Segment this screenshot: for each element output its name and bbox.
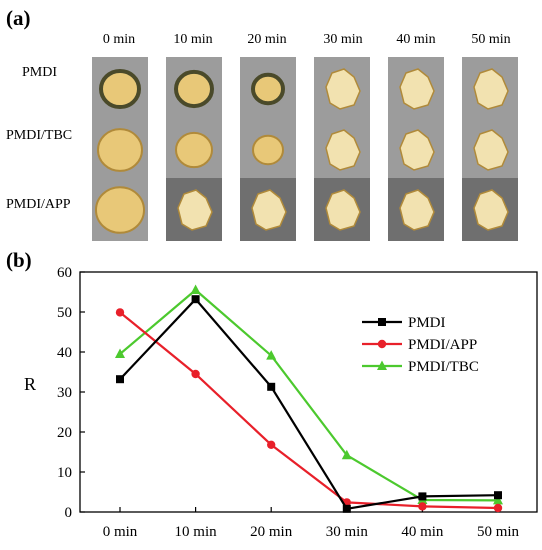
column-header-50: 50 min: [471, 32, 511, 47]
data-point: [115, 308, 125, 317]
column-header-10: 10 min: [173, 32, 213, 47]
data-point: [418, 492, 427, 501]
column-header-20: 20 min: [247, 32, 287, 47]
sample-photo: [166, 57, 222, 120]
sample-photo: [240, 178, 296, 241]
sample-photo: [314, 118, 370, 181]
x-tick-label: 0 min: [103, 524, 138, 540]
chart-legend: PMDI PMDI/APP PMDI/TBC: [362, 315, 479, 375]
y-tick-label: 50: [57, 305, 72, 321]
x-tick-label: 10 min: [175, 524, 218, 540]
row-header-pmdi-tbc: PMDI/TBC: [6, 128, 73, 143]
sample-photo: [388, 118, 444, 181]
series-line: [119, 288, 499, 502]
legend-marker: [378, 318, 386, 326]
data-point: [190, 284, 201, 294]
data-point: [116, 375, 124, 384]
x-tick-label: 40 min: [401, 524, 444, 540]
x-tick-label: 30 min: [326, 524, 369, 540]
data-point: [266, 350, 277, 360]
series-line: [119, 311, 499, 510]
data-point: [342, 504, 351, 513]
legend-label: PMDI/TBC: [408, 359, 479, 375]
column-header-40: 40 min: [396, 32, 436, 47]
row-header-pmdi-app: PMDI/APP: [6, 197, 71, 212]
y-tick-label: 10: [57, 465, 72, 481]
sample-photo: [388, 57, 444, 120]
panel-b-label: (b): [6, 248, 32, 272]
legend-label: PMDI/APP: [408, 337, 477, 353]
panel-a-label: (a): [6, 6, 31, 30]
sample-photo: [314, 178, 370, 241]
y-tick-label: 0: [65, 505, 73, 521]
sample-photo: [462, 178, 518, 241]
y-tick-label: 20: [57, 425, 72, 441]
plot-frame: [79, 271, 538, 513]
legend-marker: [377, 339, 387, 349]
y-tick-label: 40: [57, 345, 72, 361]
sample-photo: [388, 178, 444, 241]
sample-photo: [92, 57, 148, 120]
data-point: [267, 382, 276, 391]
legend-marker: [377, 360, 387, 370]
sample-photo: [314, 57, 370, 120]
data-point: [191, 369, 200, 379]
data-point: [341, 449, 352, 460]
sample-photo: [240, 57, 296, 120]
data-point: [493, 494, 503, 505]
data-point: [418, 502, 427, 511]
x-tick-label: 50 min: [477, 524, 520, 540]
y-axis-label: R: [24, 374, 36, 394]
data-point: [191, 295, 200, 304]
sample-photo: [240, 118, 296, 181]
sample-photo: [166, 178, 222, 241]
sample-photo: [92, 118, 148, 181]
chart-series: [115, 284, 503, 513]
sample-photo: [462, 118, 518, 181]
sample-photo: [166, 118, 222, 181]
line-chart: 0 10 20 30 40 50 60 0 min 10 min 20 min 30 min 40 m…: [24, 265, 538, 540]
sample-photo: [462, 57, 518, 120]
legend-label: PMDI: [408, 315, 446, 331]
data-point: [267, 440, 276, 449]
data-point: [494, 491, 502, 500]
column-header-30: 30 min: [323, 32, 363, 47]
sample-photo: [92, 178, 148, 241]
column-header-0: 0 min: [102, 32, 136, 47]
chart-axes: 0 10 20 30 40 50 60 0 min 10 min 20 min 30 min 40 m…: [57, 265, 538, 540]
series-line: [119, 297, 499, 511]
x-tick-label: 20 min: [250, 524, 293, 540]
data-point: [493, 503, 503, 513]
row-header-pmdi: PMDI: [22, 65, 58, 80]
y-tick-label: 30: [57, 385, 72, 401]
data-point: [115, 348, 125, 358]
y-tick-label: 60: [57, 265, 72, 281]
